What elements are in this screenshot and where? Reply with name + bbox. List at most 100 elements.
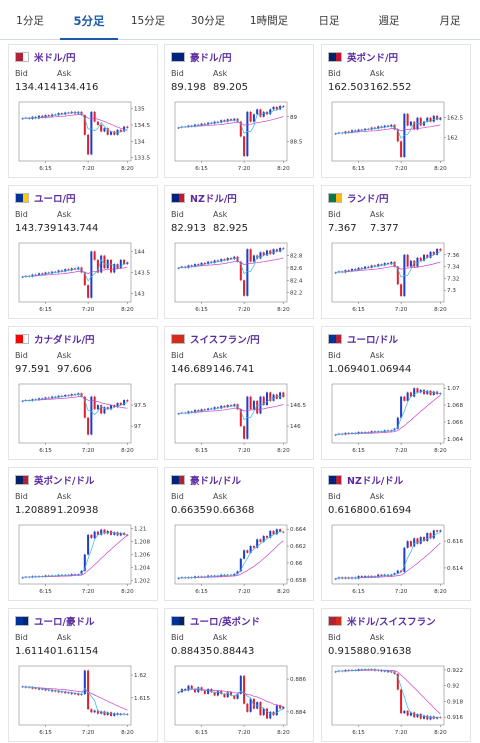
- price-chart[interactable]: 1.21 1.208 1.206 1.204 1.202 6:15 7:20 8:20: [15, 522, 155, 598]
- ask-value: 1.61154: [57, 646, 99, 657]
- price-chart[interactable]: 135 134.5 134 133.5 6:15 7:20 8:20: [15, 99, 155, 175]
- price-chart[interactable]: 0.922 0.92 0.918 0.916 6:15 7:20 8:20: [328, 663, 468, 739]
- price-chart[interactable]: 144 143.5 143 6:15 7:20 8:20: [15, 240, 155, 316]
- candle-body: [109, 712, 113, 716]
- price-chart[interactable]: 7.36 7.34 7.32 7.3 6:15 7:20 8:20: [328, 240, 468, 316]
- rate-card[interactable]: スイスフラン/円 Bid Ask 146.689 146.741 146.5 146 6:15…: [164, 326, 314, 460]
- tab-1hour[interactable]: 1時間足: [249, 15, 289, 27]
- candle-body: [100, 255, 103, 273]
- ask-label: Ask: [370, 210, 385, 219]
- bid-label: Bid: [171, 351, 184, 360]
- candle-body: [243, 426, 246, 439]
- candle-body: [239, 121, 242, 137]
- tab-weekly[interactable]: 週足: [378, 15, 400, 27]
- pair-name-link[interactable]: 米ドル/円: [34, 53, 76, 64]
- price-chart[interactable]: 162.5 162 6:15 7:20 8:20: [328, 99, 468, 175]
- ask-value: 1.20938: [57, 505, 99, 516]
- candle-body: [377, 126, 380, 129]
- pair-name-link[interactable]: 英ポンド/ドル: [34, 476, 95, 487]
- rate-card[interactable]: ユーロ/英ポンド Bid Ask 0.88435 0.88443 0.886 0.884 6:…: [164, 608, 314, 742]
- candle-body: [262, 535, 265, 542]
- candle-body: [350, 268, 354, 272]
- price-chart[interactable]: 1.62 1.615 6:15 7:20 8:20: [15, 663, 155, 739]
- pair-name-link[interactable]: 英ポンド/円: [347, 53, 398, 64]
- candle-body: [60, 691, 63, 693]
- candle-body: [386, 263, 390, 265]
- ask-value: 7.377: [370, 223, 399, 234]
- candle-body: [21, 400, 24, 402]
- pair-name-link[interactable]: ユーロ/ドル: [347, 335, 398, 346]
- tab-1min[interactable]: 1分足: [16, 15, 44, 27]
- y-tick-label: 0.916: [447, 715, 463, 721]
- price-chart[interactable]: 82.8 82.6 82.4 82.2 6:15 7:20 8:20: [171, 240, 311, 316]
- pair-name-link[interactable]: スイスフラン/円: [190, 335, 260, 346]
- pair-name-link[interactable]: ユーロ/豪ドル: [34, 617, 95, 628]
- rate-card[interactable]: ランド/円 Bid Ask 7.367 7.377 7.36 7.34 7.32 7.3 6:15…: [321, 185, 471, 319]
- candle-body: [90, 534, 93, 539]
- pair-name-link[interactable]: ユーロ/円: [34, 194, 76, 205]
- price-chart[interactable]: 97.5 97 6:15 7:20 8:20: [15, 381, 155, 457]
- price-chart[interactable]: 1.07 1.068 1.066 1.064 6:15 7:20 8:20: [328, 381, 468, 457]
- candle-body: [41, 115, 44, 118]
- price-chart[interactable]: 89 88.5 6:15 7:20 8:20: [171, 99, 311, 175]
- ask-label: Ask: [57, 210, 72, 219]
- rate-card[interactable]: 豪ドル/ドル Bid Ask 0.66359 0.66368 0.664 0.662 0.66…: [164, 467, 314, 601]
- pair-name-link[interactable]: NZドル/円: [190, 194, 237, 205]
- pair-name-link[interactable]: ランド/円: [347, 194, 389, 205]
- tab-30min[interactable]: 30分足: [190, 15, 226, 27]
- pair-name-link[interactable]: カナダドル/円: [34, 335, 95, 346]
- price-chart[interactable]: 146.5 146 6:15 7:20 8:20: [171, 381, 311, 457]
- candle-body: [419, 117, 422, 126]
- tab-5min[interactable]: 5分足: [60, 0, 118, 40]
- candle-body: [246, 111, 249, 157]
- pair-name-link[interactable]: ユーロ/英ポンド: [190, 617, 260, 628]
- flag-icon: [328, 334, 342, 344]
- pair-name-link[interactable]: NZドル/ドル: [347, 476, 404, 487]
- candle-body: [229, 119, 233, 121]
- rate-card[interactable]: ユーロ/ドル Bid Ask 1.06940 1.06944 1.07 1.068 1.066…: [321, 326, 471, 460]
- pair-name-link[interactable]: 豪ドル/円: [190, 53, 232, 64]
- rate-card[interactable]: 豪ドル/円 Bid Ask 89.198 89.205 89 88.5 6:15 7:20 8:2…: [164, 44, 314, 178]
- flag-icon: [328, 616, 342, 626]
- rate-card[interactable]: NZドル/ドル Bid Ask 0.61680 0.61694 0.616 0.614 6:1…: [321, 467, 471, 601]
- flag-icon: [171, 52, 185, 62]
- candle-body: [406, 254, 409, 267]
- ask-label: Ask: [370, 351, 385, 360]
- plot-area: [18, 665, 132, 726]
- candle-body: [360, 267, 363, 269]
- tab-daily[interactable]: 日足: [318, 15, 340, 27]
- pair-name-link[interactable]: 米ドル/スイスフラン: [347, 617, 436, 628]
- candle-body: [377, 264, 380, 267]
- y-tick-label: 1.615: [134, 696, 150, 702]
- tab-15min[interactable]: 15分足: [130, 15, 166, 27]
- price-chart[interactable]: 0.886 0.884 6:15 7:20 8:20: [171, 663, 311, 739]
- rate-card[interactable]: NZドル/円 Bid Ask 82.913 82.925 82.8 82.6 82.4 82.2…: [164, 185, 314, 319]
- rate-card[interactable]: 英ポンド/ドル Bid Ask 1.20889 1.20938 1.21 1.208 1.20…: [8, 467, 158, 601]
- candle-body: [406, 710, 409, 716]
- candle-body: [87, 534, 90, 555]
- candle-body: [100, 124, 103, 132]
- rate-card[interactable]: 米ドル/円 Bid Ask 134.414 134.416 135 134.5 134 133.…: [8, 44, 158, 178]
- x-tick-label: 7:20: [238, 307, 251, 313]
- candle-body: [393, 428, 396, 431]
- rate-card[interactable]: 英ポンド/円 Bid Ask 162.503 162.552 162.5 162 6:15 7:…: [321, 44, 471, 178]
- y-tick-label: 1.204: [134, 566, 150, 572]
- candle-body: [70, 268, 73, 271]
- rate-card[interactable]: 米ドル/スイスフラン Bid Ask 0.91588 0.91638 0.922 0.92 0…: [321, 608, 471, 742]
- rate-card[interactable]: カナダドル/円 Bid Ask 97.591 97.606 97.5 97 6:15 7:20 8…: [8, 326, 158, 460]
- candle-body: [116, 532, 119, 536]
- rate-card[interactable]: ユーロ/豪ドル Bid Ask 1.61140 1.61154 1.62 1.615 6:15…: [8, 608, 158, 742]
- tab-monthly[interactable]: 月足: [439, 15, 461, 27]
- candle-body: [197, 576, 200, 578]
- moving-average-short-line: [335, 390, 441, 435]
- price-chart[interactable]: 0.616 0.614 6:15 7:20 8:20: [328, 522, 468, 598]
- y-tick-label: 1.07: [447, 386, 460, 392]
- x-tick-label: 6:15: [352, 166, 365, 172]
- candle-body: [229, 257, 233, 260]
- candle-body: [90, 111, 93, 155]
- candle-body: [96, 259, 99, 273]
- pair-name-link[interactable]: 豪ドル/ドル: [190, 476, 241, 487]
- candle-body: [400, 284, 403, 297]
- rate-card[interactable]: ユーロ/円 Bid Ask 143.739 143.744 144 143.5 143 6:15…: [8, 185, 158, 319]
- price-chart[interactable]: 0.664 0.662 0.66 0.658 6:15 7:20 8:20: [171, 522, 311, 598]
